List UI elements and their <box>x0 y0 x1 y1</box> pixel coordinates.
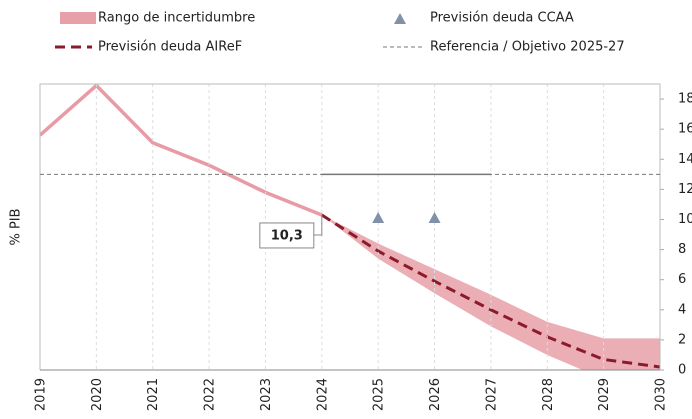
x-tick-label: 2027 <box>484 378 499 411</box>
ccaa-marker <box>372 211 385 223</box>
y-tick-label: 14 <box>678 152 692 167</box>
y-tick-label: 18 <box>678 92 692 107</box>
y-tick-label: 10 <box>678 212 692 227</box>
legend-swatch <box>394 13 406 24</box>
x-tick-label: 2021 <box>146 378 161 411</box>
x-tick-label: 2023 <box>259 378 274 411</box>
annotation-leader <box>313 214 323 236</box>
forecast-line <box>321 213 660 369</box>
x-tick-label: 2028 <box>541 378 556 411</box>
legend-label: Rango de incertidumbre <box>98 11 255 26</box>
ccaa-marker <box>428 211 441 223</box>
x-tick-label: 2030 <box>654 378 669 411</box>
x-tick-label: 2029 <box>597 378 612 411</box>
y-tick-label: 6 <box>678 272 686 287</box>
y-tick-label: 12 <box>678 182 692 197</box>
plot-area <box>40 84 660 370</box>
x-tick-label: 2025 <box>372 378 387 411</box>
uncertainty-band <box>321 214 660 370</box>
y-tick-label: 4 <box>678 302 686 317</box>
legend-label: Previsión deuda CCAA <box>430 11 574 26</box>
y-tick-label: 0 <box>678 363 686 378</box>
history-line <box>40 84 323 217</box>
annotation-label: 10,3 <box>271 228 303 243</box>
x-tick-label: 2020 <box>90 378 105 411</box>
x-tick-label: 2019 <box>34 378 49 411</box>
x-tick-label: 2024 <box>315 378 330 411</box>
y-tick-label: 2 <box>678 332 686 347</box>
plot-frame <box>39 83 661 370</box>
x-tick-label: 2026 <box>428 378 443 411</box>
legend-label: Referencia / Objetivo 2025-27 <box>430 40 625 55</box>
y-axis-label: % PIB <box>9 208 24 245</box>
y-tick-label: 16 <box>678 122 692 137</box>
annotation-box <box>259 222 315 249</box>
y-tick-label: 8 <box>678 242 686 257</box>
legend-swatch <box>60 12 96 24</box>
x-tick-label: 2022 <box>203 378 218 411</box>
legend-label: Previsión deuda AIReF <box>98 40 242 55</box>
